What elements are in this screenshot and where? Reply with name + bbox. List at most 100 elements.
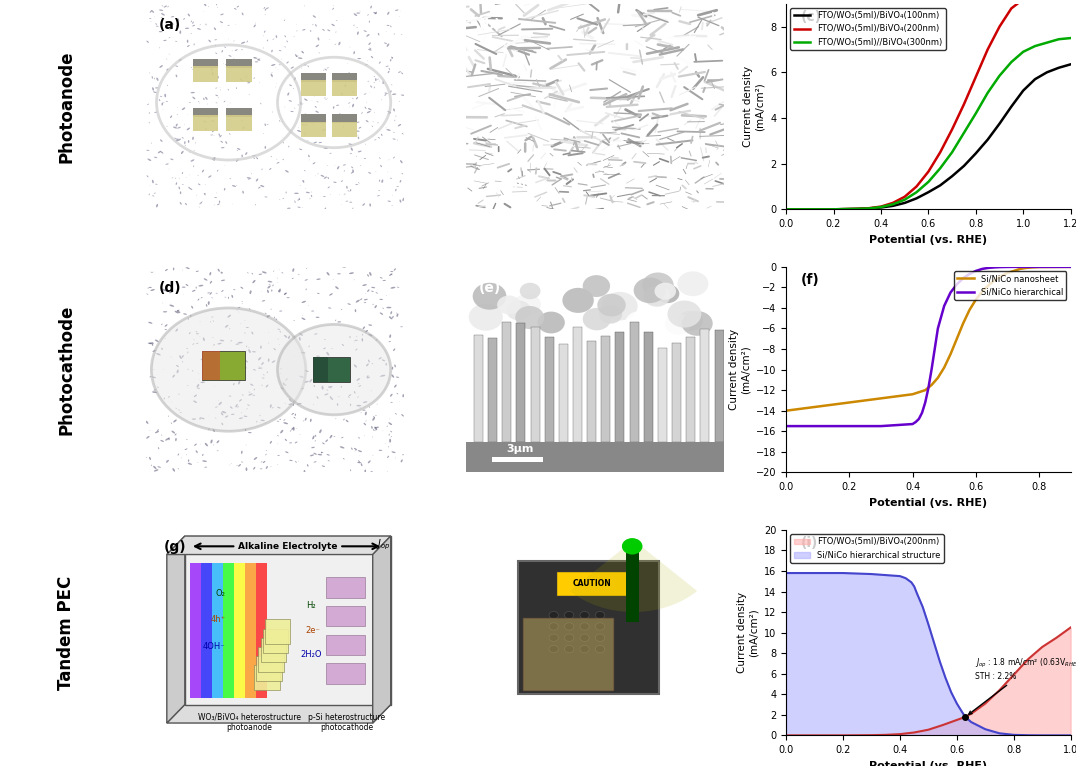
Ellipse shape <box>242 301 243 302</box>
Bar <box>190 563 201 699</box>
Ellipse shape <box>313 142 317 143</box>
Ellipse shape <box>152 87 154 90</box>
Ellipse shape <box>313 385 315 387</box>
Ellipse shape <box>364 299 368 300</box>
Ellipse shape <box>241 119 243 122</box>
Ellipse shape <box>291 111 294 112</box>
Ellipse shape <box>351 166 353 169</box>
Ellipse shape <box>366 363 369 366</box>
Ellipse shape <box>356 122 359 123</box>
Ellipse shape <box>270 441 272 444</box>
Si/NiCo hierarchical <box>932 324 945 333</box>
Ellipse shape <box>387 11 390 15</box>
Ellipse shape <box>387 70 390 74</box>
Ellipse shape <box>271 290 272 292</box>
Ellipse shape <box>305 381 309 383</box>
Ellipse shape <box>182 107 185 110</box>
Ellipse shape <box>272 360 275 363</box>
Ellipse shape <box>391 25 392 28</box>
Bar <box>473 336 483 441</box>
Ellipse shape <box>194 394 197 397</box>
Si/NiCo nanosheet <box>950 334 963 343</box>
Ellipse shape <box>287 93 289 96</box>
Text: Alkaline Electrolyte: Alkaline Electrolyte <box>238 542 338 551</box>
Circle shape <box>595 623 605 630</box>
Ellipse shape <box>180 412 182 413</box>
Ellipse shape <box>193 25 195 26</box>
Ellipse shape <box>174 434 176 436</box>
Ellipse shape <box>238 464 241 466</box>
Ellipse shape <box>190 315 192 317</box>
Ellipse shape <box>209 368 210 369</box>
Bar <box>235 563 245 699</box>
Ellipse shape <box>362 334 363 336</box>
Ellipse shape <box>301 124 306 126</box>
Ellipse shape <box>323 120 326 122</box>
Ellipse shape <box>252 155 256 156</box>
Ellipse shape <box>390 273 393 276</box>
Ellipse shape <box>364 302 366 303</box>
Ellipse shape <box>313 461 316 463</box>
Ellipse shape <box>327 272 329 276</box>
FTO/WO₃(5ml)/BiVO₄(200nm) <box>863 204 876 213</box>
Ellipse shape <box>352 169 354 172</box>
Ellipse shape <box>260 185 265 187</box>
Ellipse shape <box>291 67 294 69</box>
Ellipse shape <box>243 416 247 417</box>
Ellipse shape <box>398 71 401 73</box>
Text: (f): (f) <box>801 273 819 287</box>
Ellipse shape <box>178 127 181 129</box>
Ellipse shape <box>182 172 183 174</box>
FTO/WO₃(5ml)//BiVO₄(300nm) <box>898 195 911 205</box>
FTO/WO₃(5ml)/BiVO₄(200nm) <box>934 148 947 157</box>
Ellipse shape <box>303 170 306 172</box>
Ellipse shape <box>161 348 162 350</box>
Ellipse shape <box>323 29 325 31</box>
Ellipse shape <box>303 470 306 473</box>
Ellipse shape <box>388 113 391 114</box>
Bar <box>300 80 326 97</box>
Ellipse shape <box>277 162 280 164</box>
Ellipse shape <box>211 374 214 376</box>
Ellipse shape <box>245 429 246 431</box>
Ellipse shape <box>216 363 217 364</box>
Si/NiCo hierarchical <box>963 270 976 279</box>
Si/NiCo hierarchical <box>944 288 957 297</box>
Ellipse shape <box>323 348 326 349</box>
Si/NiCo nanosheet <box>912 388 925 397</box>
Ellipse shape <box>320 429 322 434</box>
Ellipse shape <box>341 93 343 96</box>
Ellipse shape <box>152 180 154 183</box>
Ellipse shape <box>382 359 385 362</box>
Ellipse shape <box>150 10 152 13</box>
Si/NiCo nanosheet <box>963 306 976 315</box>
FTO/WO₃(5ml)/BiVO₄(100nm) <box>922 188 935 197</box>
Ellipse shape <box>265 123 266 126</box>
Ellipse shape <box>286 297 289 298</box>
FTO/WO₃(5ml)/BiVO₄(200nm) <box>875 202 888 211</box>
Ellipse shape <box>237 148 240 150</box>
Si/NiCo hierarchical <box>1007 262 1020 271</box>
Ellipse shape <box>155 339 159 342</box>
Ellipse shape <box>397 286 399 288</box>
Text: $J_{op}$: $J_{op}$ <box>377 538 391 552</box>
Ellipse shape <box>161 289 166 291</box>
Ellipse shape <box>200 381 206 383</box>
Ellipse shape <box>150 376 152 378</box>
Ellipse shape <box>200 358 206 361</box>
Ellipse shape <box>171 430 175 434</box>
Ellipse shape <box>166 438 169 440</box>
Ellipse shape <box>236 343 239 345</box>
Ellipse shape <box>247 82 251 83</box>
Ellipse shape <box>358 460 360 462</box>
Ellipse shape <box>196 333 199 334</box>
Ellipse shape <box>252 394 255 396</box>
Circle shape <box>549 634 558 641</box>
Ellipse shape <box>258 187 260 188</box>
Ellipse shape <box>198 101 199 103</box>
FTO/WO₃(5ml)//BiVO₄(300nm) <box>969 109 982 118</box>
Ellipse shape <box>270 404 272 408</box>
Ellipse shape <box>148 287 152 288</box>
Text: (b): (b) <box>479 18 501 32</box>
Ellipse shape <box>362 339 363 342</box>
